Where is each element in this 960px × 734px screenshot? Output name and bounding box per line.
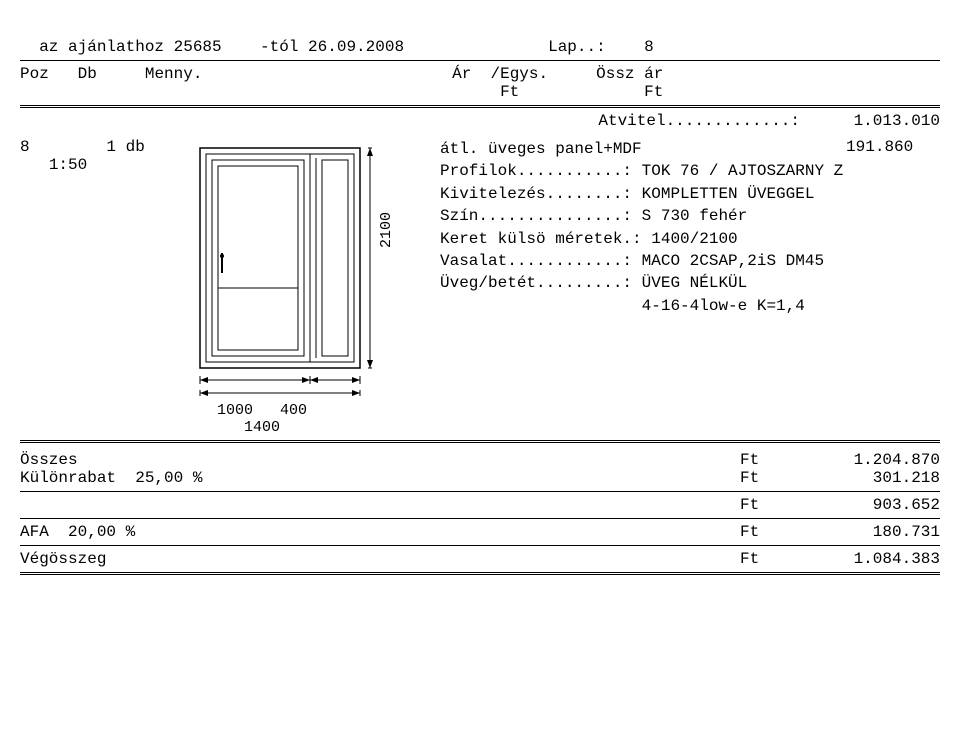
item-specs: átl. üveges panel+MDF Profilok..........…	[430, 138, 843, 317]
spec-2: Profilok...........: TOK 76 / AJTOSZARNY…	[440, 160, 843, 182]
divider	[20, 545, 940, 546]
atvitel-label: Atvitel.............:	[598, 112, 800, 130]
spec-8: 4-16-4low-e K=1,4	[440, 295, 843, 317]
osszes-line: Összes Ft 1.204.870	[20, 451, 940, 469]
unit-price: 191.860	[846, 138, 913, 156]
spec-3: Kivitelezés........: KOMPLETTEN ÜVEGGEL	[440, 183, 843, 205]
net-line: Ft 903.652	[20, 496, 940, 514]
item-db: 1 db	[106, 138, 144, 156]
vegosszeg-line: Végösszeg Ft 1.084.383	[20, 550, 940, 568]
totals: Összes Ft 1.204.870 Különrabat 25,00 % F…	[20, 451, 940, 575]
dim-labels: 1000 400 1400	[190, 402, 940, 436]
item-left: 8 1 db 1:50	[20, 138, 190, 174]
spec-4: Szín...............: S 730 fehér	[440, 205, 843, 227]
dim-height: 2100	[378, 212, 395, 248]
divider	[20, 491, 940, 492]
dim-width-total: 1400	[244, 419, 280, 436]
title-left: az ajánlathoz 25685 -tól 26.09.2008	[39, 38, 404, 56]
divider-double-2	[20, 440, 940, 443]
divider	[20, 60, 940, 61]
spec-6: Vasalat............: MACO 2CSAP,2iS DM45	[440, 250, 843, 272]
total-price: 191.860	[943, 138, 960, 156]
divider-double	[20, 105, 940, 108]
item-poz: 8	[20, 138, 30, 156]
divider	[20, 518, 940, 519]
lap-value: 8	[644, 38, 654, 56]
spec-7: Üveg/betét.........: ÜVEG NÉLKÜL	[440, 272, 843, 294]
header-line-1: az ajánlathoz 25685 -tól 26.09.2008 Lap.…	[20, 20, 940, 56]
item-scale: 1:50	[49, 156, 87, 174]
atvitel-value: 1.013.010	[800, 112, 940, 130]
col-headers-1: Poz Db Menny. Ár /Egys. Össz ár	[20, 65, 940, 83]
dim-width-right: 400	[280, 402, 307, 419]
door-svg	[190, 138, 410, 398]
item-prices: 191.860 191.860	[843, 138, 960, 156]
spec-1: átl. üveges panel+MDF	[440, 138, 843, 160]
divider-double-3	[20, 572, 940, 575]
kulonrabat-line: Különrabat 25,00 % Ft 301.218	[20, 469, 940, 487]
dim-width-left: 1000	[217, 402, 253, 419]
afa-line: AFA 20,00 % Ft 180.731	[20, 523, 940, 541]
atvitel-line: Atvitel.............: 1.013.010	[20, 112, 940, 130]
lap-label: Lap..:	[548, 38, 606, 56]
spec-5: Keret külsö méretek.: 1400/2100	[440, 228, 843, 250]
door-drawing: 2100	[190, 138, 430, 398]
item-row: 8 1 db 1:50	[20, 138, 940, 398]
col-headers-2: Ft Ft	[20, 83, 940, 101]
